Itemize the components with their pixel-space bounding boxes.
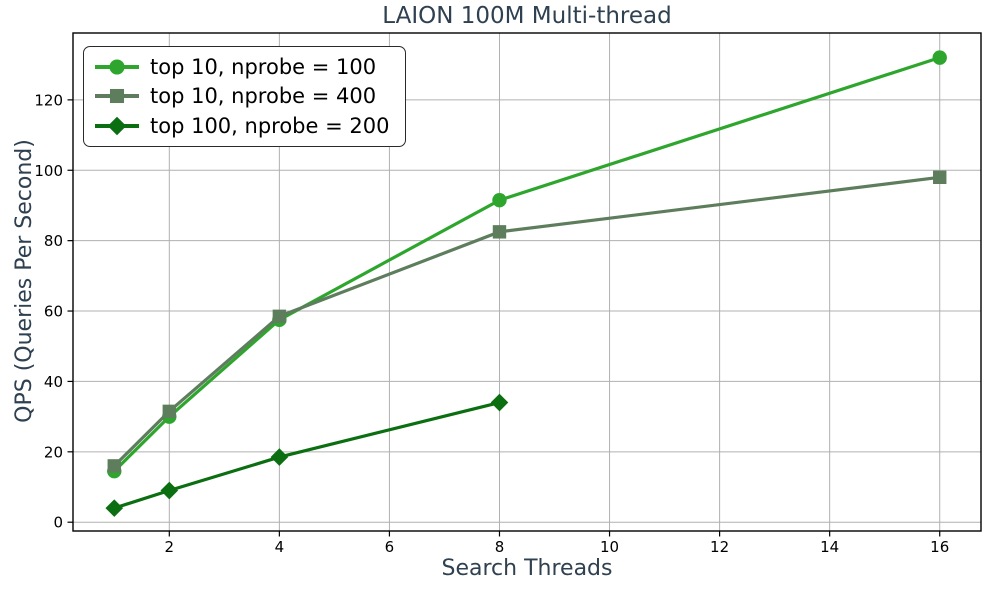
chart-title: LAION 100M Multi-thread	[382, 3, 672, 29]
x-tick-label: 4	[275, 538, 285, 556]
diamond-marker-icon	[95, 116, 139, 135]
data-point-marker	[270, 448, 289, 466]
y-tick-label: 80	[44, 232, 63, 250]
data-point-marker	[272, 309, 287, 324]
legend-label: top 100, nprobe = 200	[150, 113, 390, 138]
y-axis-label: QPS (Queries Per Second)	[12, 139, 37, 423]
series-line-2	[112, 400, 502, 510]
legend-label: top 10, nprobe = 100	[150, 54, 377, 79]
square-marker-icon	[95, 89, 139, 104]
x-tick-label: 10	[600, 538, 619, 556]
legend-item: top 10, nprobe = 100	[94, 52, 389, 82]
data-point-marker	[492, 192, 507, 208]
data-point-marker	[490, 393, 509, 412]
legend: top 10, nprobe = 100 top 10, nprobe = 400…	[83, 46, 407, 147]
x-tick-label: 6	[385, 538, 395, 556]
data-point-marker	[932, 50, 947, 65]
x-tick-label: 12	[710, 538, 729, 556]
y-tick-label: 60	[44, 303, 63, 321]
data-point-marker	[107, 459, 121, 473]
data-point-marker	[933, 170, 947, 184]
data-point-marker	[107, 116, 127, 135]
legend-item: top 100, nprobe = 200	[94, 111, 389, 141]
x-tick-label: 8	[495, 538, 505, 556]
y-tick-label: 0	[53, 514, 63, 532]
data-point-marker	[105, 499, 124, 517]
circle-marker-icon	[95, 59, 139, 75]
x-tick-label: 2	[165, 538, 175, 556]
y-tick-label: 20	[44, 443, 63, 461]
data-point-marker	[162, 404, 177, 419]
y-tick-label: 40	[44, 373, 63, 391]
data-point-marker	[109, 59, 125, 75]
x-tick-label: 16	[930, 538, 949, 556]
x-tick-label: 14	[820, 538, 839, 556]
series-line-1	[112, 175, 942, 468]
data-point-marker	[492, 225, 507, 239]
y-tick-label: 100	[34, 162, 63, 180]
legend-item: top 10, nprobe = 400	[94, 82, 389, 112]
x-axis-label: Search Threads	[441, 556, 613, 581]
legend-label: top 10, nprobe = 400	[150, 84, 377, 109]
data-point-marker	[160, 481, 179, 500]
y-tick-label: 120	[34, 91, 63, 109]
axes-spines	[72, 32, 982, 532]
data-point-marker	[109, 89, 125, 104]
